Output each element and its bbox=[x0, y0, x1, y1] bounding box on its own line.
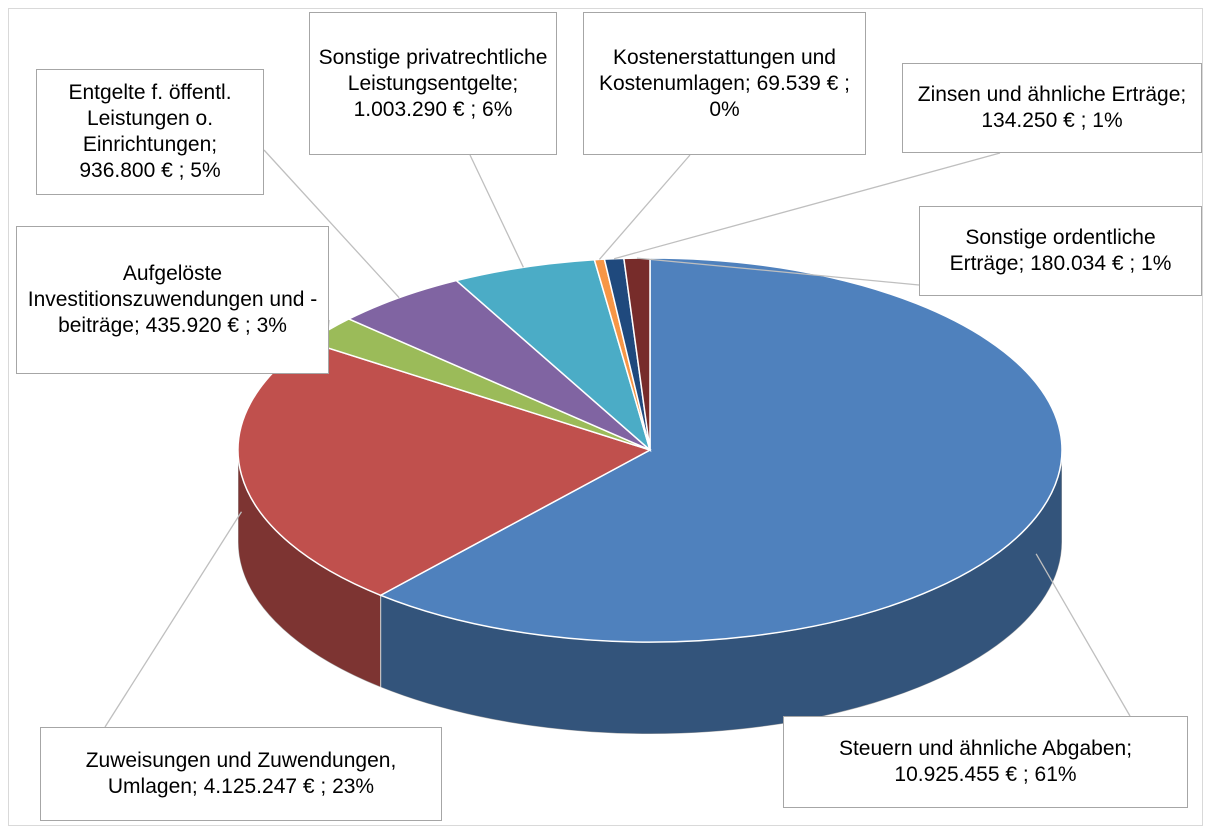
data-label: Aufgelöste Investitionszuwendungen und -… bbox=[16, 226, 329, 374]
data-label-text: Zuweisungen und Zuwendungen, Umlagen; 4.… bbox=[47, 748, 435, 800]
data-label-text: Sonstige privatrechtliche Leistungsentge… bbox=[316, 45, 550, 123]
data-label-text: Kostenerstattungen und Kostenumlagen; 69… bbox=[590, 45, 859, 123]
data-label-text: Entgelte f. öffentl. Leistungen o. Einri… bbox=[43, 80, 257, 184]
data-label-text: Aufgelöste Investitionszuwendungen und -… bbox=[23, 261, 322, 339]
value-label: 10.925.455 € ; 61% bbox=[894, 763, 1077, 786]
data-label: Sonstige ordentliche Erträge; 180.034 € … bbox=[919, 206, 1202, 296]
value-label: 936.800 € ; 5% bbox=[79, 159, 221, 182]
leader-line bbox=[636, 257, 920, 286]
slice bbox=[454, 258, 652, 453]
category-label: Entgelte f. öffentl. Leistungen o. Einri… bbox=[68, 81, 232, 156]
data-label: Kostenerstattungen und Kostenumlagen; 69… bbox=[583, 12, 866, 155]
leader-line bbox=[1035, 553, 1131, 717]
leader-line bbox=[613, 152, 1001, 260]
data-label: Entgelte f. öffentl. Leistungen o. Einri… bbox=[36, 69, 264, 195]
data-label: Zinsen und ähnliche Erträge; 134.250 € ;… bbox=[902, 63, 1202, 153]
chart-frame bbox=[8, 8, 1203, 826]
category-label: Sonstige ordentliche Erträge; bbox=[949, 226, 1156, 275]
category-label: Steuern und ähnliche Abgaben; bbox=[838, 737, 1133, 760]
value-label: 180.034 € ; 1% bbox=[1030, 252, 1172, 275]
data-label-text: Zinsen und ähnliche Erträge; 134.250 € ;… bbox=[909, 82, 1195, 134]
category-label: Aufgelöste Investitionszuwendungen und -… bbox=[27, 262, 318, 337]
value-label: 4.125.247 € ; 23% bbox=[203, 775, 375, 798]
side-shade bbox=[238, 450, 381, 688]
leader-line bbox=[598, 154, 691, 260]
slice bbox=[347, 279, 651, 451]
category-label: Kostenerstattungen und Kostenumlagen; bbox=[598, 45, 836, 95]
sides bbox=[237, 449, 1063, 735]
value-label: 1.003.290 € ; 6% bbox=[353, 97, 513, 121]
category-label: Zuweisungen und Zuwendungen, Umlagen; bbox=[85, 749, 397, 798]
category-label: Sonstige privatrechtliche Leistungsentge… bbox=[318, 45, 548, 95]
side-shade bbox=[380, 450, 1062, 734]
value-label: 134.250 € ; 1% bbox=[981, 109, 1123, 132]
data-label: Sonstige privatrechtliche Leistungsentge… bbox=[309, 12, 557, 155]
leader-line bbox=[469, 154, 524, 268]
data-label-text: Steuern und ähnliche Abgaben; 10.925.455… bbox=[790, 736, 1181, 788]
data-label: Steuern und ähnliche Abgaben; 10.925.455… bbox=[783, 716, 1188, 808]
data-label: Zuweisungen und Zuwendungen, Umlagen; 4.… bbox=[40, 727, 442, 821]
category-label: Zinsen und ähnliche Erträge; bbox=[917, 83, 1187, 106]
value-label: 435.920 € ; 3% bbox=[145, 314, 287, 337]
value-label: 69.539 € ; 0% bbox=[709, 71, 851, 121]
data-label-text: Sonstige ordentliche Erträge; 180.034 € … bbox=[926, 225, 1195, 277]
leader-line bbox=[104, 511, 243, 728]
leader-line bbox=[263, 149, 400, 299]
slice bbox=[378, 257, 1063, 643]
